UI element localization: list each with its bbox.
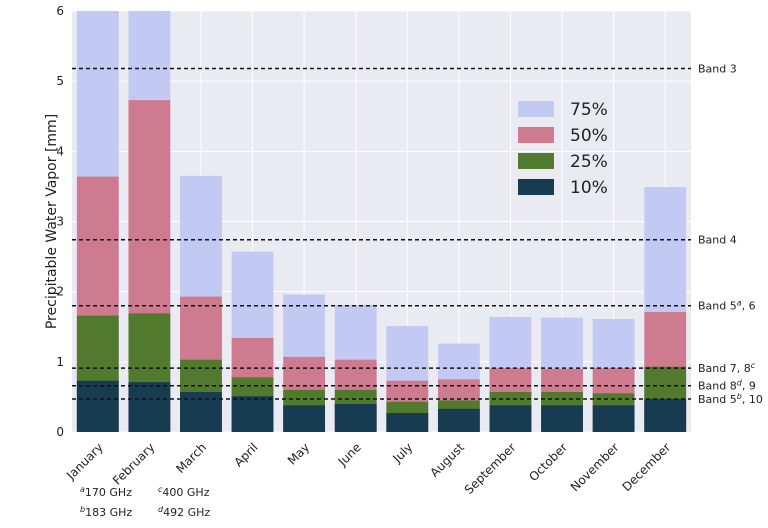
x-tick-label: September <box>462 440 519 497</box>
footnote-d: d492 GHz <box>158 505 210 519</box>
bar-10pct-august <box>437 408 480 432</box>
legend: 75% 50% 25% 10% <box>518 100 608 198</box>
legend-swatch <box>518 179 554 195</box>
y-tick-label: 3 <box>56 215 64 229</box>
x-tick-label: June <box>335 440 364 469</box>
y-tick-label: 5 <box>56 74 64 88</box>
legend-label: 25% <box>570 152 608 172</box>
x-tick-label: February <box>110 440 158 488</box>
reference-line-label: Band 3 <box>698 63 737 76</box>
x-tick-label: May <box>285 440 312 467</box>
bar-10pct-may <box>283 405 326 432</box>
legend-label: 10% <box>570 178 608 198</box>
bar-10pct-march <box>180 392 222 432</box>
y-tick-label: 1 <box>56 355 64 369</box>
y-tick-label: 0 <box>56 425 64 439</box>
bar-10pct-june <box>334 403 377 432</box>
x-tick-label: April <box>231 440 260 469</box>
legend-swatch <box>518 153 554 169</box>
bar-10pct-january <box>76 380 119 432</box>
bar-10pct-july <box>386 413 429 432</box>
bars <box>76 11 687 432</box>
bar-10pct-april <box>231 396 274 432</box>
x-tick-label: July <box>390 440 416 466</box>
legend-swatch <box>518 127 554 143</box>
bar-10pct-february <box>128 382 171 432</box>
x-axis-ticks: January February March April May June July Augu… <box>63 440 673 497</box>
x-tick-label: December <box>619 440 673 494</box>
x-tick-label: March <box>173 440 209 476</box>
reference-line-label: Band 8d, 9 <box>698 379 756 393</box>
x-tick-label: January <box>63 440 106 483</box>
reference-line-label: Band 7, 8c <box>698 361 756 375</box>
x-tick-label: November <box>568 440 622 494</box>
y-axis-label: Precipitable Water Vapor [mm] <box>44 114 60 329</box>
footnotes: a170 GHz b183 GHz c400 GHz d492 GHz <box>80 485 210 519</box>
y-tick-label: 2 <box>56 285 64 299</box>
bar-10pct-december <box>644 399 687 432</box>
reference-line-label: Band 5a, 6 <box>698 299 756 313</box>
reference-line-label: Band 5b, 10 <box>698 392 763 406</box>
reference-lines: Band 3 Band 4 Band 5a, 6 Band 7, 8c Band 8d,… <box>72 63 763 406</box>
y-axis-ticks: 0 1 2 3 4 5 6 <box>56 4 64 439</box>
legend-label: 50% <box>570 126 608 146</box>
footnote-b: b183 GHz <box>80 505 132 519</box>
legend-swatch <box>518 101 554 117</box>
reference-line-label: Band 4 <box>698 234 737 247</box>
y-tick-label: 4 <box>56 144 64 158</box>
bar-10pct-november <box>592 405 635 432</box>
y-tick-label: 6 <box>56 4 64 18</box>
bar-10pct-october <box>541 405 583 432</box>
bar-10pct-september <box>489 405 532 432</box>
footnote-c: c400 GHz <box>158 485 210 499</box>
x-tick-label: August <box>427 440 467 480</box>
legend-label: 75% <box>570 100 608 120</box>
footnote-a: a170 GHz <box>80 485 132 499</box>
x-tick-label: October <box>526 440 570 484</box>
